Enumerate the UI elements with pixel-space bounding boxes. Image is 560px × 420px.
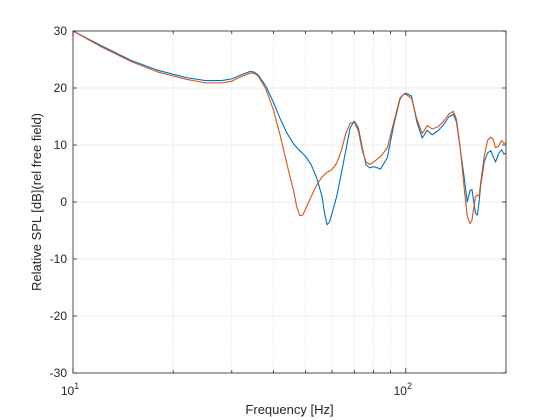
y-tick-label: 30	[54, 24, 68, 38]
y-tick-label: 20	[54, 81, 68, 95]
series-layer	[73, 31, 506, 226]
y-tick-label: -30	[50, 366, 68, 380]
tick-labels: -30 -20 -10 0 10 20 30 101 102	[50, 24, 412, 398]
ticks	[72, 30, 507, 374]
x-tick-label: 101	[61, 381, 79, 398]
y-tick-label: -20	[50, 309, 68, 323]
series-line-1	[73, 31, 506, 226]
x-axis-label: Frequency [Hz]	[245, 402, 333, 417]
y-axis-label: Relative SPL [dB](rel free field)	[29, 113, 44, 291]
y-tick-label: -10	[50, 252, 68, 266]
grid	[73, 31, 506, 373]
series-line-2	[73, 31, 506, 225]
x-tick-label: 102	[394, 381, 412, 398]
y-tick-label: 0	[60, 195, 67, 209]
y-tick-label: 10	[54, 138, 68, 152]
